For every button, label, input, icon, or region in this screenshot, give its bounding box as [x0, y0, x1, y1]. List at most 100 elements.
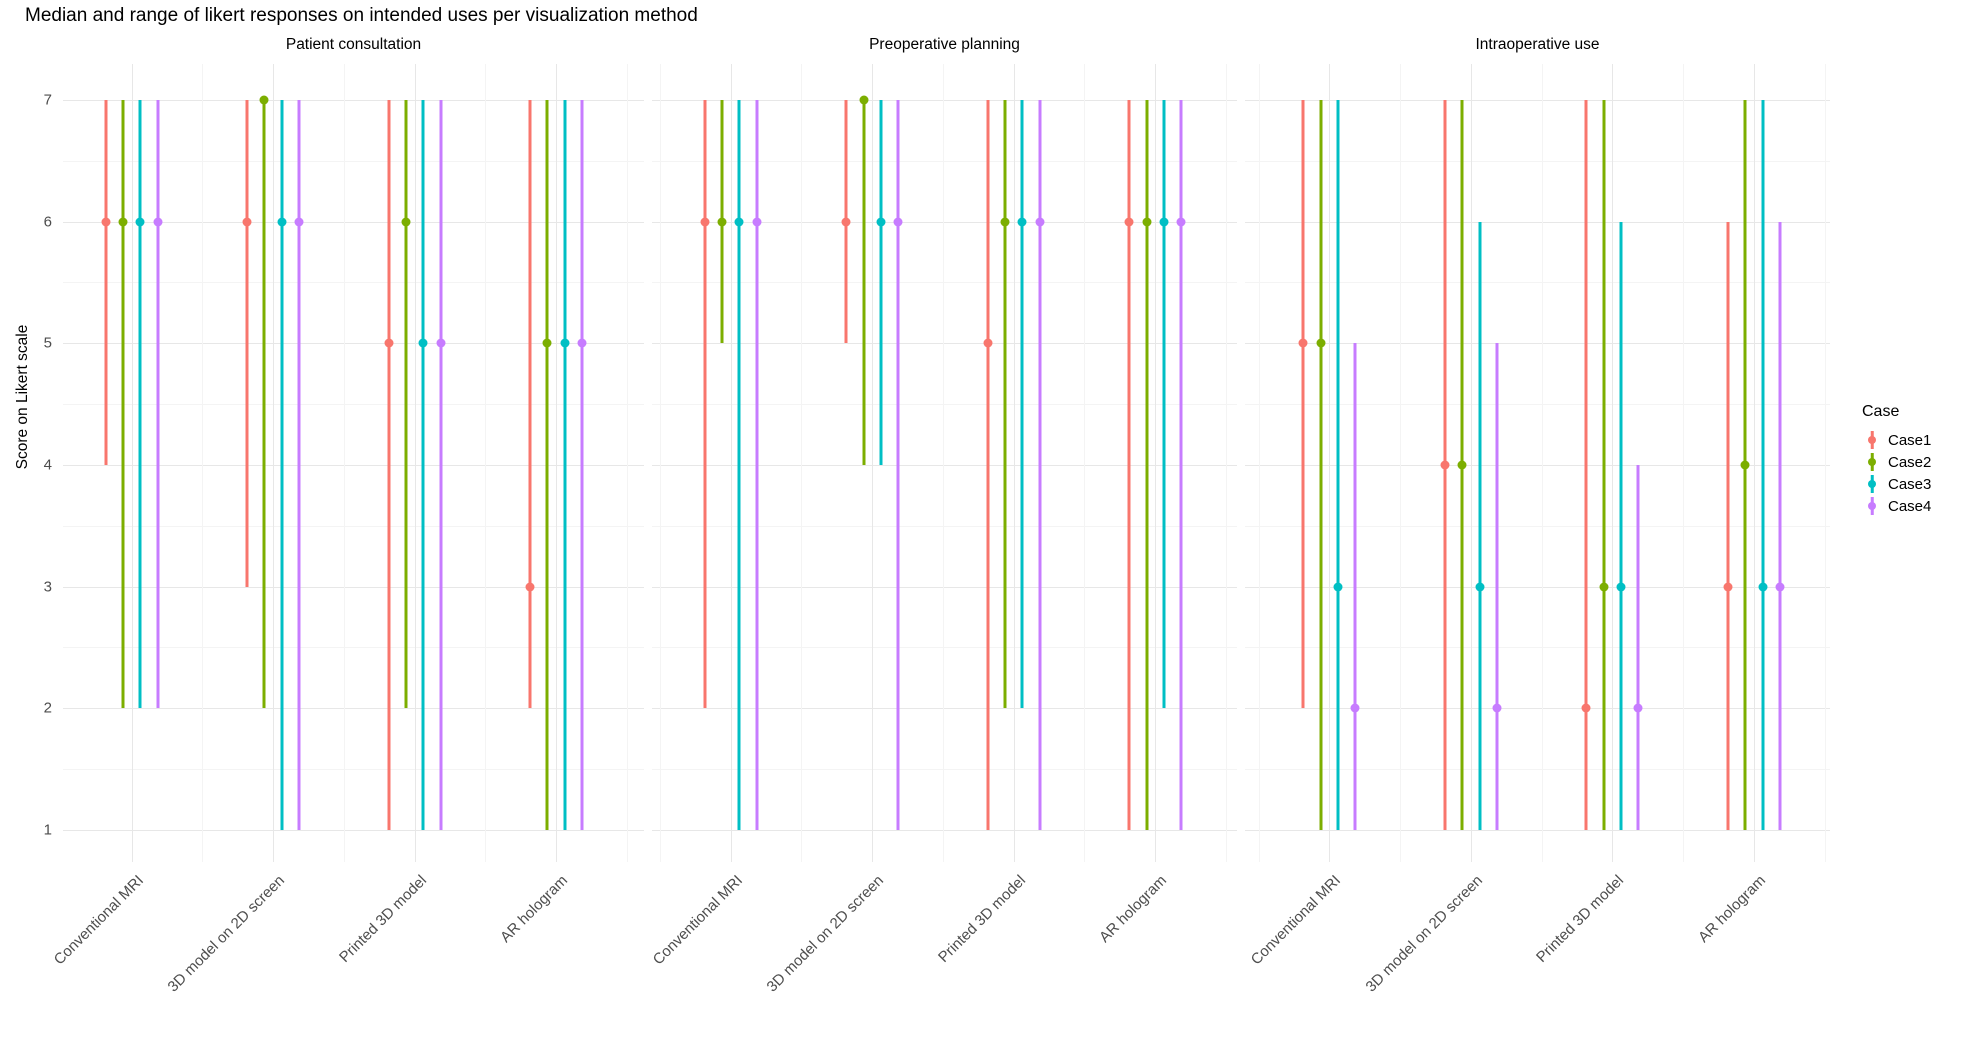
median-point-case4 — [1492, 703, 1502, 713]
legend-key-icon — [1862, 430, 1882, 450]
median-point-case2 — [1316, 338, 1326, 348]
median-point-case2 — [542, 338, 552, 348]
legend: Case Case1 Case2 Case3 Case4 — [1862, 403, 1931, 517]
median-point-case4 — [577, 338, 587, 348]
x-category-label: Conventional MRI — [1247, 872, 1345, 969]
gridline-v-major — [1329, 64, 1331, 862]
median-point-case4 — [1633, 703, 1643, 713]
gridline-v-minor — [1400, 64, 1402, 862]
x-category-label: AR hologram — [1694, 872, 1769, 946]
median-point-case1 — [700, 217, 710, 227]
gridline-h-major — [63, 99, 644, 101]
range-line-case4 — [1495, 343, 1499, 830]
gridline-h-minor — [652, 525, 1237, 527]
range-line-case4 — [439, 99, 442, 830]
gridline-h-major — [63, 343, 644, 345]
gridline-h-major — [63, 586, 644, 588]
gridline-h-minor — [1245, 160, 1830, 162]
range-line-case2 — [262, 99, 266, 709]
median-point-case3 — [1475, 582, 1484, 592]
gridline-v-major — [872, 64, 874, 862]
gridline-h-major — [63, 830, 644, 831]
median-point-case1 — [1440, 460, 1450, 470]
range-line-case3 — [138, 99, 142, 709]
gridline-h-major — [63, 464, 644, 466]
gridline-h-major — [652, 99, 1237, 101]
range-line-case4 — [1778, 221, 1782, 830]
x-category-label: AR hologram — [497, 872, 572, 946]
chart-title: Median and range of likert responses on … — [25, 5, 698, 26]
range-line-case1 — [104, 99, 107, 465]
range-line-case3 — [1761, 99, 1764, 830]
range-line-case3 — [563, 99, 567, 830]
gridline-v-major — [1013, 64, 1015, 862]
median-point-case1 — [1581, 703, 1591, 713]
gridline-h-major — [652, 708, 1237, 710]
gridline-h-minor — [1245, 769, 1830, 771]
legend-entry: Case1 — [1862, 429, 1931, 451]
gridline-h-minor — [652, 769, 1237, 771]
legend-entry: Case2 — [1862, 451, 1931, 473]
range-line-case1 — [1301, 99, 1305, 709]
gridline-h-minor — [1245, 525, 1830, 527]
legend-key-icon — [1862, 496, 1882, 516]
x-category-label: Conventional MRI — [649, 872, 746, 969]
gridline-h-minor — [652, 647, 1237, 649]
range-line-case2 — [1145, 99, 1148, 830]
gridline-v-minor — [202, 64, 204, 862]
legend-entry-label: Case4 — [1888, 497, 1932, 515]
range-line-case3 — [1478, 221, 1481, 830]
gridline-v-minor — [626, 64, 628, 862]
gridline-v-minor — [1824, 64, 1826, 862]
median-point-case4 — [1350, 703, 1360, 713]
gridline-v-major — [1612, 64, 1614, 862]
median-point-case3 — [1159, 217, 1169, 227]
gridline-h-minor — [63, 769, 644, 771]
range-line-case4 — [896, 99, 900, 830]
x-category-label: Printed 3D model — [1533, 872, 1628, 966]
gridline-h-major — [1245, 464, 1830, 466]
median-point-case1 — [101, 217, 110, 227]
gridline-h-minor — [63, 525, 644, 527]
range-line-case4 — [1353, 343, 1357, 830]
range-line-case2 — [404, 99, 408, 709]
gridline-h-minor — [63, 404, 644, 406]
gridline-h-major — [1245, 586, 1830, 588]
gridline-h-minor — [1245, 404, 1830, 406]
median-point-case2 — [401, 217, 411, 227]
gridline-h-minor — [652, 404, 1237, 406]
gridline-v-minor — [801, 64, 803, 862]
median-point-case2 — [859, 95, 868, 105]
median-point-case1 — [1723, 582, 1733, 592]
range-line-case4 — [1179, 99, 1183, 830]
median-point-case3 — [1616, 582, 1626, 592]
gridline-h-minor — [1245, 282, 1830, 284]
median-point-case1 — [983, 338, 993, 348]
range-line-case2 — [1602, 99, 1606, 830]
range-line-case4 — [755, 99, 759, 830]
range-line-case4 — [580, 99, 584, 830]
gridline-v-major — [556, 64, 557, 862]
gridline-v-major — [131, 64, 133, 862]
x-category-label: Printed 3D model — [335, 872, 430, 966]
gridline-h-major — [652, 830, 1237, 831]
range-line-case2 — [545, 99, 549, 830]
legend-title: Case — [1862, 403, 1900, 420]
median-point-case3 — [418, 338, 428, 348]
gridline-h-minor — [652, 160, 1237, 162]
median-point-case2 — [1142, 217, 1151, 227]
range-line-case2 — [121, 99, 125, 709]
gridline-v-major — [1155, 64, 1157, 862]
y-tick-label: 2 — [43, 699, 52, 717]
gridline-h-major — [1245, 708, 1830, 710]
gridline-v-minor — [1541, 64, 1543, 862]
gridline-h-major — [63, 708, 644, 710]
x-category-label: AR hologram — [1096, 872, 1171, 946]
range-line-case3 — [1162, 99, 1166, 709]
legend-entry: Case4 — [1862, 495, 1931, 517]
median-point-case3 — [135, 217, 145, 227]
facet-strip-label: Intraoperative use — [1475, 36, 1600, 53]
legend-entry-label: Case3 — [1888, 475, 1932, 493]
gridline-h-major — [652, 343, 1237, 345]
